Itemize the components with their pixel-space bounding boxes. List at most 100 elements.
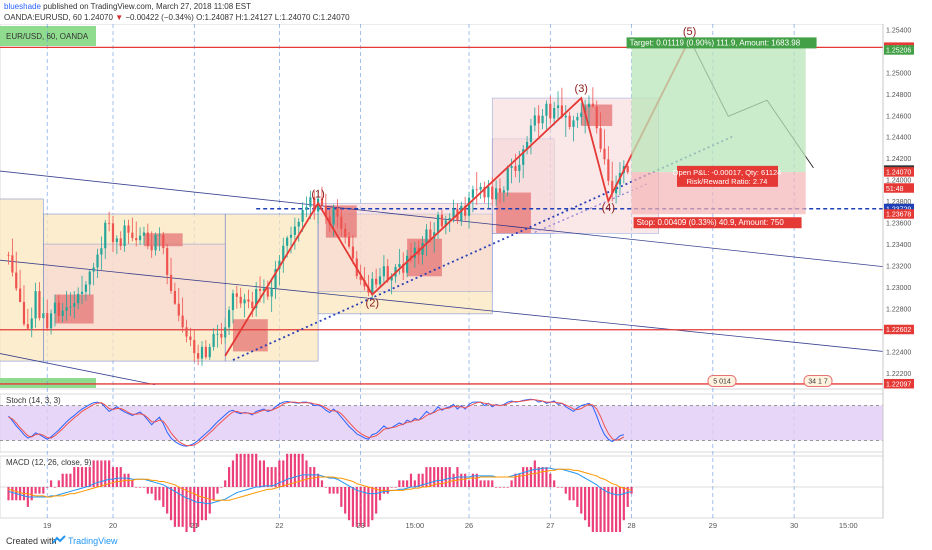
candle[interactable] (382, 255, 385, 284)
candle[interactable] (212, 328, 215, 351)
candle[interactable] (142, 226, 146, 245)
candle[interactable] (425, 224, 428, 257)
candle[interactable] (498, 178, 502, 204)
candle[interactable] (208, 343, 211, 360)
candle[interactable] (100, 236, 103, 270)
candle[interactable] (324, 193, 327, 224)
candle[interactable] (537, 105, 540, 137)
candle[interactable] (7, 251, 10, 265)
candle[interactable] (11, 238, 14, 277)
candle[interactable] (247, 289, 250, 309)
candle[interactable] (216, 324, 219, 348)
candle[interactable] (111, 216, 115, 253)
candle[interactable] (235, 285, 238, 309)
candle[interactable] (38, 282, 41, 321)
candle[interactable] (104, 220, 107, 259)
candle[interactable] (166, 243, 169, 285)
candle[interactable] (80, 275, 84, 305)
candle[interactable] (73, 291, 76, 319)
candle[interactable] (127, 219, 130, 244)
candle[interactable] (65, 290, 68, 321)
candle[interactable] (150, 231, 153, 258)
candle[interactable] (57, 294, 60, 323)
candle[interactable] (572, 115, 575, 142)
candle[interactable] (197, 344, 200, 366)
candle[interactable] (204, 340, 207, 360)
candle[interactable] (464, 196, 467, 221)
candle[interactable] (541, 109, 544, 130)
candle[interactable] (185, 319, 188, 343)
candle[interactable] (495, 180, 498, 206)
candle[interactable] (138, 227, 142, 245)
candle[interactable] (34, 282, 37, 328)
candle[interactable] (177, 287, 180, 322)
signal-line[interactable] (8, 468, 632, 501)
candle[interactable] (193, 330, 196, 362)
candle[interactable] (614, 175, 618, 204)
candle[interactable] (131, 217, 134, 242)
candle[interactable] (436, 211, 440, 239)
candle[interactable] (301, 202, 304, 232)
candle[interactable] (529, 118, 533, 155)
candle[interactable] (560, 87, 564, 119)
candle[interactable] (173, 282, 177, 306)
candle[interactable] (154, 232, 157, 256)
candle[interactable] (626, 163, 629, 175)
candle[interactable] (553, 101, 556, 126)
candle[interactable] (274, 260, 277, 299)
candle[interactable] (123, 219, 126, 252)
username[interactable]: blueshade (4, 2, 41, 11)
candle[interactable] (92, 262, 95, 286)
candle[interactable] (409, 243, 413, 263)
candle[interactable] (587, 95, 591, 127)
candle[interactable] (347, 231, 351, 249)
candle[interactable] (475, 172, 478, 205)
candle[interactable] (282, 237, 285, 273)
candle[interactable] (243, 293, 246, 318)
candle[interactable] (158, 227, 161, 252)
candle[interactable] (522, 145, 525, 179)
candle[interactable] (19, 269, 22, 303)
candle[interactable] (26, 308, 29, 331)
candle[interactable] (49, 309, 53, 335)
candle[interactable] (363, 267, 366, 291)
stoch-d-line[interactable] (8, 399, 625, 447)
candle[interactable] (220, 323, 223, 345)
chart-canvas[interactable]: (1) (2) (3) (4) (5) Target: 0.01119 (0.90%) … (0, 24, 932, 532)
candle[interactable] (231, 289, 235, 324)
candle[interactable] (270, 278, 273, 313)
candle[interactable] (317, 189, 320, 224)
candle[interactable] (61, 303, 64, 323)
economic-event-badge[interactable]: 5 014 (707, 374, 737, 387)
candle[interactable] (406, 249, 409, 278)
candle[interactable] (595, 100, 598, 134)
candle[interactable] (69, 292, 72, 317)
candle[interactable] (115, 235, 118, 255)
elliott-wave-path[interactable] (224, 38, 691, 357)
candle[interactable] (440, 209, 444, 230)
candle[interactable] (340, 208, 343, 237)
candle[interactable] (576, 112, 579, 128)
candle[interactable] (255, 281, 258, 317)
candle[interactable] (96, 248, 99, 278)
candle[interactable] (556, 91, 560, 120)
candle[interactable] (181, 297, 184, 333)
candle[interactable] (239, 287, 242, 308)
candle[interactable] (351, 235, 355, 265)
candle[interactable] (568, 111, 571, 130)
macd-line[interactable] (8, 467, 632, 505)
candle[interactable] (84, 281, 87, 301)
candle[interactable] (53, 294, 57, 327)
candle[interactable] (336, 199, 339, 229)
candle[interactable] (305, 196, 308, 218)
candle[interactable] (200, 341, 204, 366)
candle[interactable] (533, 107, 536, 132)
candle[interactable] (460, 201, 463, 226)
candle[interactable] (421, 236, 424, 265)
candle[interactable] (46, 299, 49, 332)
candle[interactable] (30, 307, 33, 338)
economic-event-badge[interactable]: 34 1 7 (803, 374, 833, 387)
candle[interactable] (278, 255, 281, 286)
candle[interactable] (591, 87, 594, 108)
candle[interactable] (22, 285, 26, 327)
